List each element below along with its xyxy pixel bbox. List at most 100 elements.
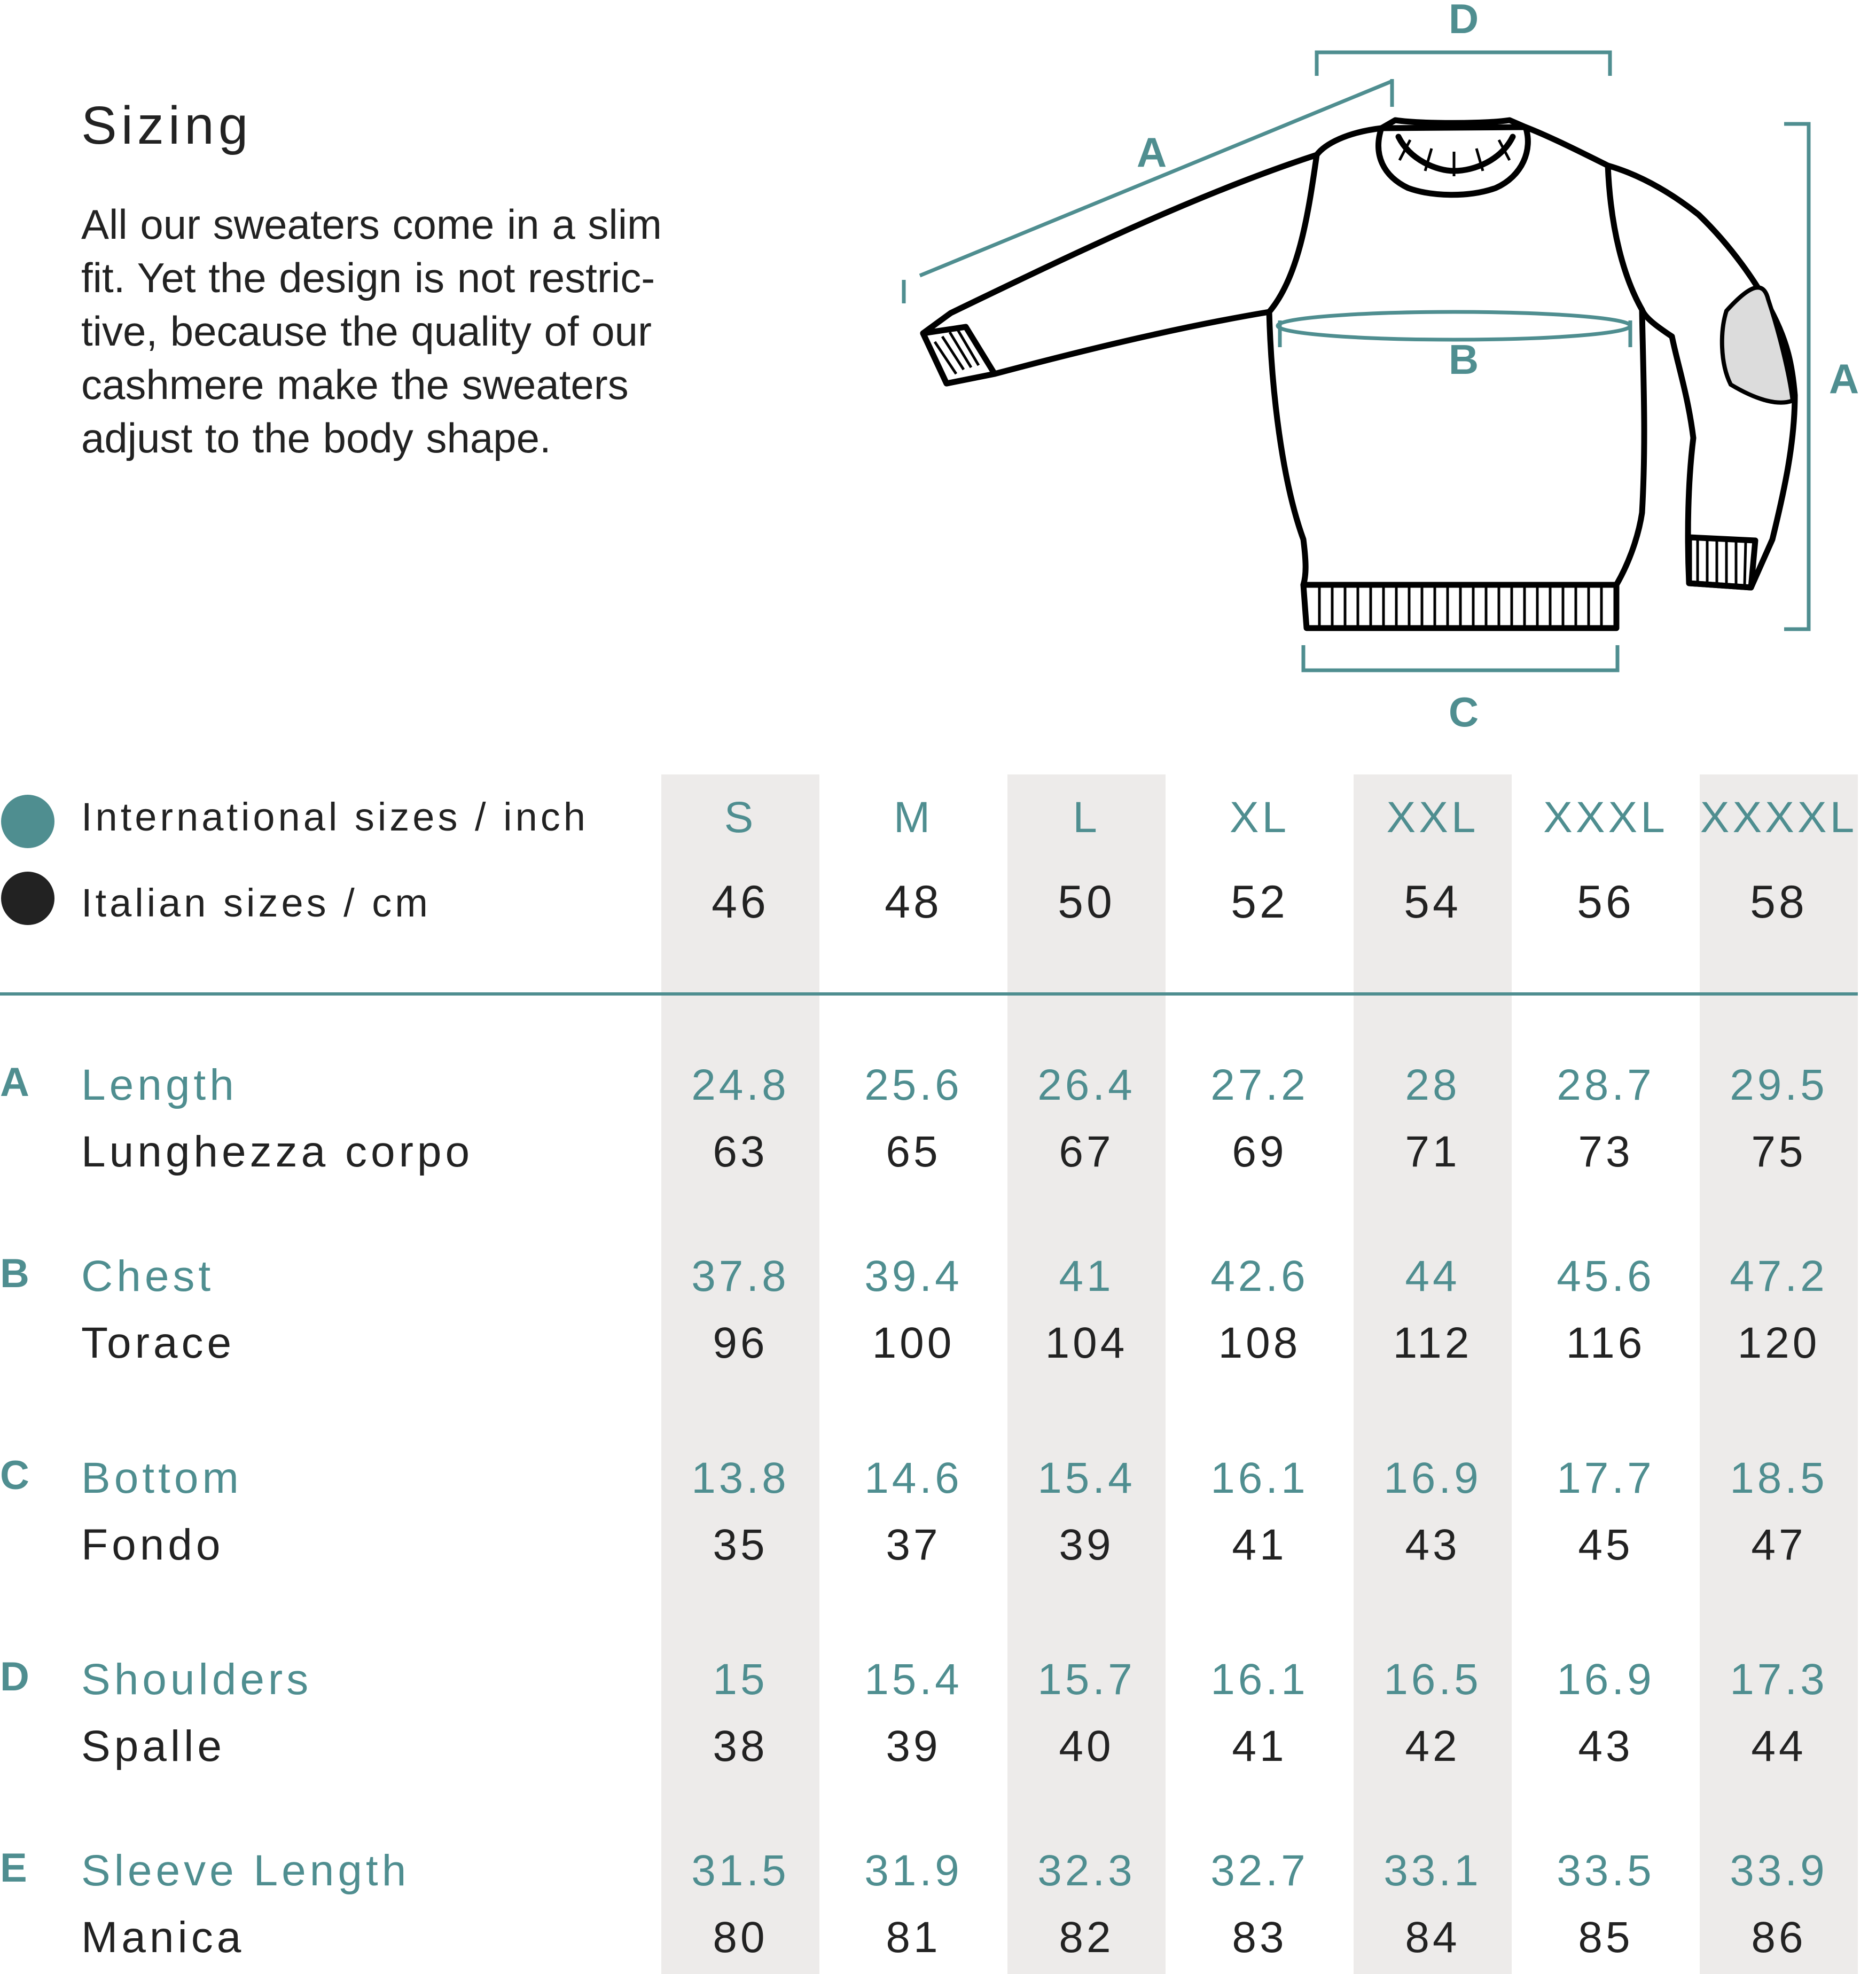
cm-value: 104 bbox=[1045, 1319, 1128, 1367]
inch-value: 31.5 bbox=[691, 1846, 790, 1895]
international-sizes-label: International sizes / inch bbox=[81, 795, 589, 839]
inch-value: 33.1 bbox=[1383, 1846, 1482, 1895]
label-sleeve: A bbox=[1829, 355, 1859, 402]
inch-value: 45.6 bbox=[1557, 1252, 1655, 1301]
label-length: A bbox=[1137, 129, 1167, 176]
inch-value: 16.5 bbox=[1383, 1655, 1482, 1704]
inch-value: 32.7 bbox=[1210, 1846, 1309, 1895]
column-band bbox=[1354, 774, 1512, 1974]
cm-value: 69 bbox=[1232, 1127, 1287, 1176]
inch-value: 15 bbox=[713, 1655, 768, 1704]
row-label-en: Chest bbox=[81, 1252, 215, 1301]
row-label-it: Fondo bbox=[81, 1521, 224, 1569]
cm-value: 67 bbox=[1059, 1127, 1114, 1176]
intro-text: All our sweaters come in a slim fit. Yet… bbox=[81, 198, 693, 465]
cm-value: 43 bbox=[1578, 1722, 1633, 1771]
inch-value: 39.4 bbox=[864, 1252, 963, 1301]
inch-value: 47.2 bbox=[1730, 1252, 1828, 1301]
inch-value: 41 bbox=[1059, 1252, 1114, 1301]
cm-value: 96 bbox=[713, 1319, 768, 1367]
row-label-it: Manica bbox=[81, 1913, 245, 1962]
row-label-en: Sleeve Length bbox=[81, 1846, 410, 1895]
inch-value: 27.2 bbox=[1210, 1061, 1309, 1109]
row-label-en: Shoulders bbox=[81, 1655, 312, 1704]
cm-value: 100 bbox=[872, 1319, 955, 1367]
inch-value: 17.7 bbox=[1557, 1454, 1655, 1502]
cm-value: 108 bbox=[1218, 1319, 1301, 1367]
cm-value: 75 bbox=[1751, 1127, 1807, 1176]
label-chest: B bbox=[1449, 336, 1479, 383]
label-shoulders: D bbox=[1449, 0, 1479, 42]
size-international: S bbox=[724, 793, 757, 842]
size-international: L bbox=[1073, 793, 1100, 842]
cm-value: 41 bbox=[1232, 1521, 1287, 1569]
inch-value: 13.8 bbox=[691, 1454, 790, 1502]
intro-line: All our sweaters come in a slim bbox=[81, 201, 662, 248]
inch-value: 28 bbox=[1405, 1061, 1460, 1109]
rib-hatching bbox=[933, 139, 1747, 626]
chest-ticks bbox=[1278, 320, 1632, 347]
header-divider bbox=[0, 992, 1858, 996]
cm-value: 38 bbox=[713, 1722, 768, 1771]
cm-value: 35 bbox=[713, 1521, 768, 1569]
inch-value: 17.3 bbox=[1730, 1655, 1828, 1704]
inch-value: 24.8 bbox=[691, 1061, 790, 1109]
inch-value: 16.1 bbox=[1210, 1454, 1309, 1502]
cm-value: 85 bbox=[1578, 1913, 1633, 1962]
shoulders-bracket bbox=[1315, 50, 1612, 76]
inch-value: 26.4 bbox=[1037, 1061, 1136, 1109]
row-letter: C bbox=[0, 1453, 29, 1498]
size-italian: 56 bbox=[1577, 876, 1635, 928]
inch-value: 37.8 bbox=[691, 1252, 790, 1301]
elbow-patch-icon bbox=[1719, 285, 1795, 405]
length-line bbox=[919, 79, 1393, 278]
intro-line: adjust to the body shape. bbox=[81, 414, 551, 461]
italian-sizes-label: Italian sizes / cm bbox=[81, 881, 431, 925]
sleeve-bracket bbox=[1784, 122, 1811, 631]
size-international: XXXL bbox=[1543, 793, 1668, 842]
cm-value: 82 bbox=[1059, 1913, 1114, 1962]
measure-guides bbox=[902, 50, 1811, 672]
cm-value: 83 bbox=[1232, 1913, 1287, 1962]
row-label-en: Length bbox=[81, 1061, 238, 1109]
bottom-bracket bbox=[1301, 645, 1620, 672]
row-label-it: Spalle bbox=[81, 1722, 225, 1771]
cm-value: 47 bbox=[1751, 1521, 1807, 1569]
inch-value: 16.1 bbox=[1210, 1655, 1309, 1704]
size-italian: 50 bbox=[1058, 876, 1115, 928]
row-label-it: Lunghezza corpo bbox=[81, 1127, 474, 1176]
inch-value: 32.3 bbox=[1037, 1846, 1136, 1895]
cm-value: 43 bbox=[1405, 1521, 1460, 1569]
page-title: Sizing bbox=[81, 96, 253, 155]
cm-value: 71 bbox=[1405, 1127, 1460, 1176]
inch-value: 16.9 bbox=[1557, 1655, 1655, 1704]
cm-value: 86 bbox=[1751, 1913, 1807, 1962]
row-letter: E bbox=[0, 1845, 27, 1891]
row-label-en: Bottom bbox=[81, 1454, 243, 1502]
row-letter: D bbox=[0, 1654, 29, 1699]
inch-value: 29.5 bbox=[1730, 1061, 1828, 1109]
cm-value: 112 bbox=[1393, 1319, 1473, 1367]
inch-value: 33.9 bbox=[1730, 1846, 1828, 1895]
inch-value: 18.5 bbox=[1730, 1454, 1828, 1502]
cm-value: 37 bbox=[886, 1521, 941, 1569]
sweater-outline bbox=[920, 117, 1798, 631]
inch-value: 44 bbox=[1405, 1252, 1460, 1301]
cm-value: 40 bbox=[1059, 1722, 1114, 1771]
size-international: XL bbox=[1229, 793, 1290, 842]
column-band bbox=[1007, 774, 1166, 1974]
row-letter: B bbox=[0, 1251, 29, 1296]
size-italian: 46 bbox=[712, 876, 769, 928]
inch-value: 15.7 bbox=[1037, 1655, 1136, 1704]
cm-value: 39 bbox=[1059, 1521, 1114, 1569]
size-international: XXL bbox=[1386, 793, 1479, 842]
cm-value: 73 bbox=[1578, 1127, 1633, 1176]
label-bottom: C bbox=[1449, 688, 1479, 735]
cm-value: 41 bbox=[1232, 1722, 1287, 1771]
size-international: XXXXL bbox=[1700, 793, 1858, 842]
cm-value: 39 bbox=[886, 1722, 941, 1771]
intro-line: fit. Yet the design is not restric- bbox=[81, 254, 655, 301]
cm-value: 116 bbox=[1566, 1319, 1646, 1367]
sweater-diagram: D A B C A bbox=[902, 0, 1859, 735]
